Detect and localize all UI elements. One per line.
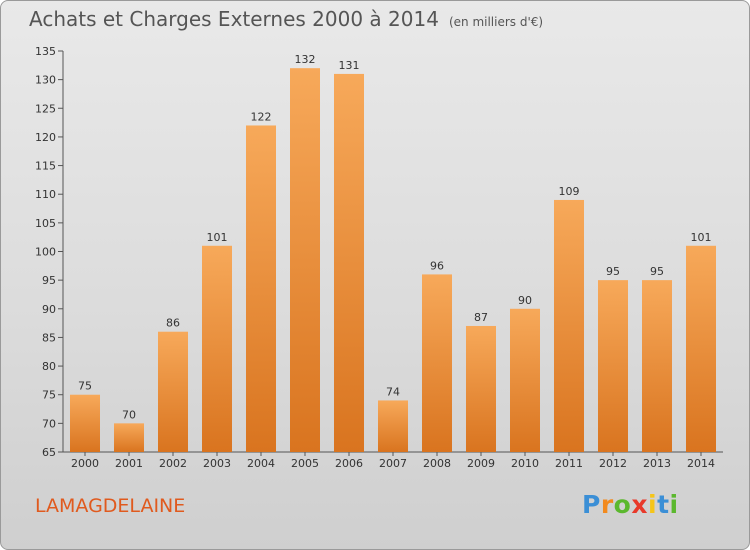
bar	[422, 274, 452, 452]
bar	[290, 68, 320, 452]
x-tick-label: 2003	[203, 457, 231, 470]
chart-subtitle: (en milliers d'€)	[448, 15, 544, 29]
logo-letter: i	[669, 490, 679, 519]
bar-value-label: 75	[78, 380, 92, 393]
bar	[554, 199, 584, 452]
y-tick-label: 110	[35, 188, 56, 201]
x-tick-label: 2002	[159, 457, 187, 470]
bar-value-label: 122	[251, 110, 272, 123]
x-tick-label: 2006	[335, 457, 363, 470]
bar	[642, 280, 672, 452]
bar-value-label: 95	[650, 265, 664, 278]
bar	[510, 308, 540, 452]
x-tick-label: 2001	[115, 457, 143, 470]
x-tick-label: 2009	[467, 457, 495, 470]
x-tick-label: 2000	[71, 457, 99, 470]
bar	[202, 245, 232, 452]
bar	[158, 331, 188, 452]
y-tick-label: 115	[35, 160, 56, 173]
bar	[70, 394, 100, 452]
y-tick-label: 80	[42, 360, 56, 373]
x-tick-label: 2007	[379, 457, 407, 470]
logo-letter: x	[631, 490, 648, 519]
bar-value-label: 70	[122, 408, 136, 421]
x-tick-label: 2008	[423, 457, 451, 470]
bar	[334, 73, 364, 453]
bar	[114, 423, 144, 452]
x-tick-label: 2005	[291, 457, 319, 470]
y-tick-label: 75	[42, 389, 56, 402]
y-tick-label: 65	[42, 446, 56, 459]
y-tick-label: 90	[42, 303, 56, 316]
x-tick-label: 2014	[687, 457, 715, 470]
y-tick-label: 100	[35, 246, 56, 259]
y-tick-label: 125	[35, 102, 56, 115]
bar-value-label: 74	[386, 385, 400, 398]
logo-letter: r	[600, 490, 614, 519]
x-tick-label: 2012	[599, 457, 627, 470]
x-tick-label: 2010	[511, 457, 539, 470]
x-tick-label: 2013	[643, 457, 671, 470]
y-tick-label: 105	[35, 217, 56, 230]
logo-letter: i	[648, 490, 658, 519]
bar	[466, 325, 496, 452]
bar	[246, 125, 276, 452]
bar-value-label: 86	[166, 317, 180, 330]
bar-value-label: 132	[295, 53, 316, 66]
bar	[686, 245, 716, 452]
y-tick-label: 130	[35, 74, 56, 87]
proxiti-logo: Proxiti	[582, 490, 679, 519]
y-tick-label: 135	[35, 45, 56, 58]
bar-value-label: 109	[559, 185, 580, 198]
bar	[378, 400, 408, 452]
logo-letter: t	[657, 490, 670, 519]
bar	[598, 280, 628, 452]
logo-letter: P	[582, 490, 601, 519]
y-tick-label: 70	[42, 417, 56, 430]
y-tick-label: 85	[42, 331, 56, 344]
chart-title-text: Achats et Charges Externes 2000 à 2014	[29, 7, 439, 31]
bar-value-label: 87	[474, 311, 488, 324]
bar-value-label: 131	[339, 59, 360, 72]
y-tick-label: 95	[42, 274, 56, 287]
chart-title: Achats et Charges Externes 2000 à 2014 (e…	[29, 7, 543, 31]
bar-value-label: 90	[518, 294, 532, 307]
commune-name: LAMAGDELAINE	[35, 495, 186, 517]
logo-letter: o	[613, 490, 632, 519]
bar-value-label: 96	[430, 259, 444, 272]
bar-value-label: 101	[691, 231, 712, 244]
bar-value-label: 101	[207, 231, 228, 244]
x-tick-label: 2011	[555, 457, 583, 470]
x-tick-label: 2004	[247, 457, 275, 470]
bar-value-label: 95	[606, 265, 620, 278]
y-tick-label: 120	[35, 131, 56, 144]
